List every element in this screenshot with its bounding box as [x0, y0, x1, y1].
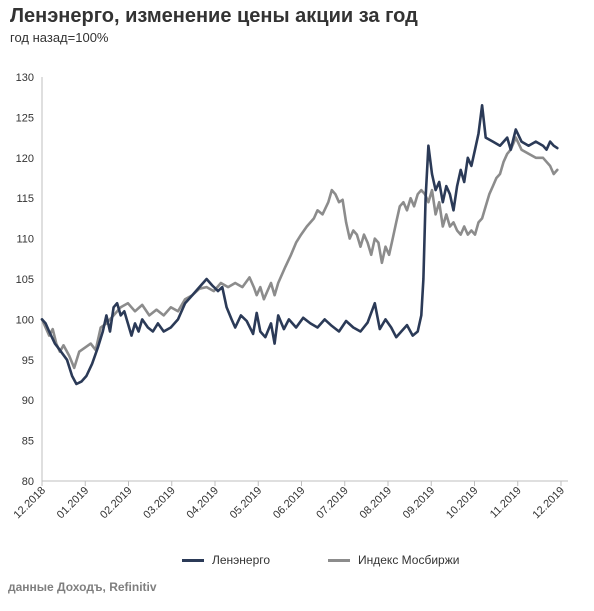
y-tick-label: 105	[16, 274, 34, 286]
legend-swatch-lenenergo	[182, 558, 204, 562]
x-tick-label: 08.2019	[358, 485, 395, 522]
x-tick-label: 03.2019	[141, 485, 178, 522]
x-tick-label: 02.2019	[98, 485, 135, 522]
x-tick-label: 12.2019	[531, 485, 568, 522]
x-tick-label: 09.2019	[401, 485, 438, 522]
y-tick-label: 85	[22, 436, 34, 448]
source-note: данные Доходъ, Refinitiv	[8, 580, 157, 594]
legend-label-lenenergo: Ленэнерго	[212, 553, 271, 567]
x-tick-label: 05.2019	[228, 485, 265, 522]
y-tick-label: 115	[16, 193, 34, 205]
legend-label-moex: Индекс Мосбиржи	[358, 553, 460, 567]
y-tick-label: 120	[16, 153, 34, 165]
chart-title: Ленэнерго, изменение цены акции за год	[10, 5, 418, 27]
legend-item-moex: Индекс Мосбиржи	[328, 553, 459, 567]
x-tick-label: 07.2019	[314, 485, 351, 522]
legend-swatch-moex	[328, 558, 350, 562]
x-tick-label: 06.2019	[271, 485, 308, 522]
x-tick-label: 01.2019	[55, 485, 92, 522]
y-tick-label: 95	[22, 355, 34, 367]
x-tick-label: 04.2019	[185, 485, 222, 522]
legend-item-lenenergo: Ленэнерго	[182, 553, 270, 567]
x-tick-label: 11.2019	[488, 485, 524, 521]
y-tick-label: 100	[16, 314, 34, 326]
y-tick-label: 110	[16, 234, 34, 246]
series-line-lenenergo	[40, 104, 559, 386]
chart-subtitle: год назад=100%	[10, 30, 109, 45]
y-tick-label: 130	[16, 72, 34, 84]
x-tick-label: 10.2019	[444, 485, 481, 522]
y-tick-label: 90	[22, 395, 34, 407]
y-tick-label: 125	[16, 112, 34, 124]
x-tick-label: 12.2018	[12, 485, 49, 522]
series-line-moex	[40, 136, 559, 370]
y-tick-label: 80	[22, 476, 34, 488]
